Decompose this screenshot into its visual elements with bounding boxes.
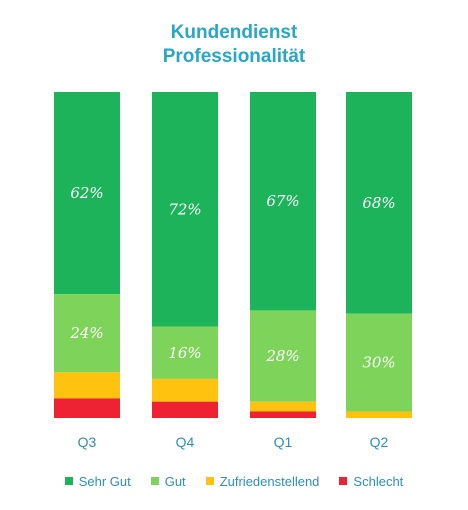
data-label-q1-gut: 28%	[265, 347, 299, 365]
bar-q4-gut	[152, 326, 218, 379]
category-label-q2: Q2	[370, 434, 389, 450]
legend-item-zufriedenstellend: Zufriedenstellend	[205, 473, 320, 489]
data-label-q2-sehr-gut: 68%	[362, 194, 395, 212]
bar-q2-zufriedenstellend	[346, 411, 412, 418]
bar-q3-zufriedenstellend	[54, 372, 120, 399]
bar-q2-gut	[346, 313, 412, 412]
legend-swatch-zufriedenstellend	[205, 477, 214, 485]
category-label-q3: Q3	[78, 434, 97, 450]
bar-q4-sehr-gut	[152, 92, 218, 327]
bar-q4-schlecht	[152, 401, 218, 418]
bar-q1-schlecht	[250, 411, 316, 418]
bar-q4-zufriedenstellend	[152, 378, 218, 402]
legend-item-sehr-gut: Sehr Gut	[64, 473, 131, 489]
chart-title-line1: Kundendienst	[170, 22, 298, 43]
bar-q2-sehr-gut	[346, 92, 412, 314]
legend-item-gut: Gut	[150, 473, 186, 489]
bar-q3-schlecht	[54, 398, 120, 418]
data-label-q3-gut: 24%	[69, 324, 103, 342]
data-label-q4-sehr-gut: 72%	[168, 200, 201, 218]
legend-swatch-schlecht	[339, 477, 348, 485]
bar-q1-zufriedenstellend	[250, 401, 316, 412]
bar-q3-gut	[54, 294, 120, 373]
data-label-q1-sehr-gut: 67%	[266, 192, 299, 210]
legend: Sehr Gut Gut Zufriedenstellend Schlecht	[0, 471, 468, 491]
legend-swatch-gut	[150, 477, 159, 485]
legend-label-gut: Gut	[164, 473, 186, 489]
chart-title-line2: Professionalität	[162, 46, 306, 67]
data-label-q4-gut: 16%	[168, 344, 201, 362]
legend-label-sehr-gut: Sehr Gut	[78, 473, 131, 489]
legend-swatch-sehr-gut	[64, 477, 73, 485]
data-label-q3-sehr-gut: 62%	[70, 184, 103, 202]
bar-q1-sehr-gut	[250, 92, 316, 311]
legend-label-schlecht: Schlecht	[353, 473, 404, 489]
legend-item-schlecht: Schlecht	[339, 474, 403, 489]
legend-label-zufriedenstellend: Zufriedenstellend	[219, 473, 320, 489]
bar-q3-sehr-gut	[54, 92, 120, 295]
category-label-q4: Q4	[176, 434, 195, 450]
bar-q1-gut	[250, 310, 316, 402]
data-label-q2-gut: 30%	[362, 354, 395, 372]
category-label-q1: Q1	[274, 434, 293, 450]
